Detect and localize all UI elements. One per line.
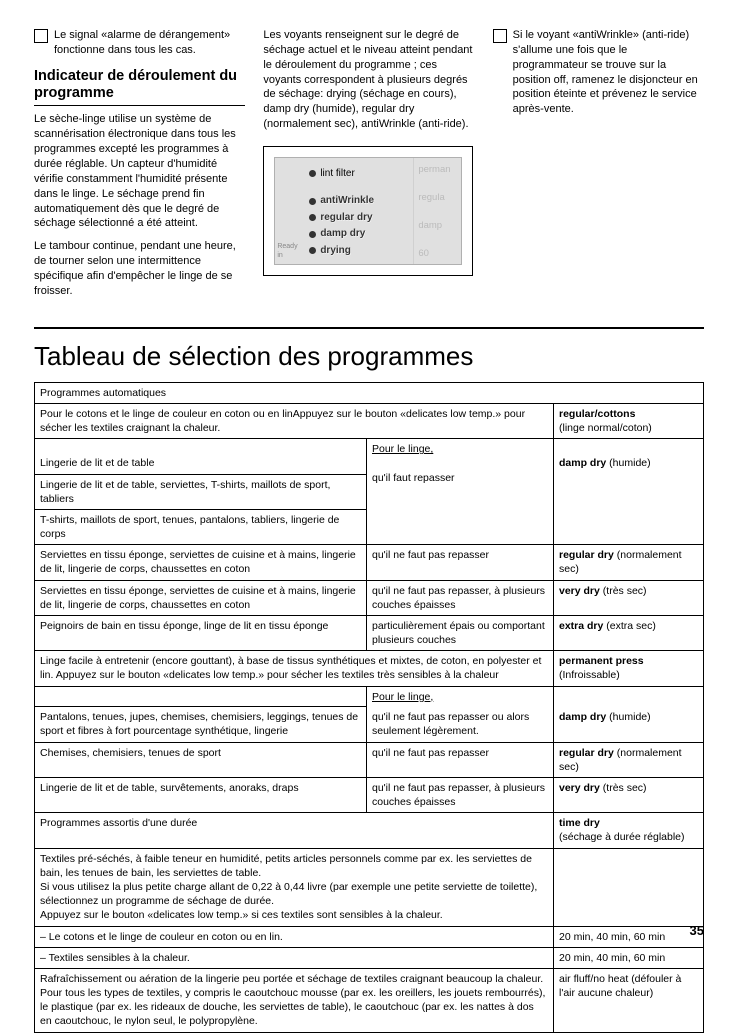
r2c2: Pour le linge,qu'il faut repasser (367, 439, 554, 545)
r2c3: damp dry (humide) (554, 439, 704, 545)
heading-indicator: Indicateur de déroulement du programme (34, 68, 245, 107)
t5c1: – Textiles sensibles à la chaleur. (35, 947, 554, 968)
para-1: Le sèche-linge utilise un système de sca… (34, 112, 245, 231)
t6c3: air fluff/no heat (défouler à l'air aucu… (554, 968, 704, 1032)
auto-header: Programmes automatiques (35, 382, 704, 403)
r8c1: Linge facile à entretenir (encore goutta… (35, 651, 554, 686)
para-voyants: Les voyants renseignent sur le degré de … (263, 28, 474, 132)
t4c1: – Le cotons et le linge de couleur en co… (35, 926, 554, 947)
r10c2: qu'il ne faut pas repasser ou alors seul… (367, 707, 554, 742)
r5c3: regular dry (normalement sec) (554, 545, 704, 580)
right-perman: perman (418, 164, 461, 177)
program-table: Programmes automatiques Pour le cotons e… (34, 382, 704, 1033)
r8c3: permanent press(Infroissable) (554, 651, 704, 686)
display-right-col: perman regula damp 60 (413, 158, 461, 265)
section-title: Tableau de sélection des programmes (34, 339, 704, 374)
status-regular: regular dry (320, 211, 372, 225)
status-drying: drying (320, 244, 351, 258)
t1-3: Textiles pré-séchés, à faible teneur en … (35, 848, 554, 926)
dot-icon (309, 170, 316, 177)
r11c1: Chemises, chemisiers, tenues de sport (35, 742, 367, 777)
r4c1: T-shirts, maillots de sport, tenues, pan… (35, 509, 367, 544)
note-2: Si le voyant «antiWrinkle» (anti-ride) s… (493, 28, 704, 117)
row-cottons-prog: regular/cottons(linge normal/coton) (554, 403, 704, 438)
r9c2: Pour le linge, (367, 686, 554, 707)
right-60: 60 (418, 248, 461, 261)
note-1-text: Le signal «alarme de dérangement» foncti… (54, 28, 245, 58)
r11c2: qu'il ne faut pas repasser (367, 742, 554, 777)
t6c1: Rafraîchissement ou aération de la linge… (35, 968, 554, 1032)
status-damp: damp dry (320, 227, 365, 241)
r9c1 (35, 686, 367, 707)
status-lint: lint filter (320, 167, 354, 181)
top-columns: Le signal «alarme de dérangement» foncti… (34, 28, 704, 307)
right-regula: regula (418, 192, 461, 205)
timed-right: time dry(séchage à durée réglable) (554, 813, 704, 848)
r6c1: Serviettes en tissu éponge, serviettes d… (35, 580, 367, 615)
r12c1: Lingerie de lit et de table, survêtement… (35, 777, 367, 812)
note-1: Le signal «alarme de dérangement» foncti… (34, 28, 245, 58)
row-cottons-desc: Pour le cotons et le linge de couleur en… (35, 403, 554, 438)
r7c2: particulièrement épais ou comportant plu… (367, 615, 554, 650)
t4c3: 20 min, 40 min, 60 min (554, 926, 704, 947)
dot-icon (309, 247, 316, 254)
t5c3: 20 min, 40 min, 60 min (554, 947, 704, 968)
r7c1: Peignoirs de bain en tissu éponge, linge… (35, 615, 367, 650)
dot-icon (309, 231, 316, 238)
right-damp: damp (418, 220, 461, 233)
dot-icon (309, 198, 316, 205)
divider (34, 327, 704, 329)
para-2: Le tambour continue, pendant une heure, … (34, 239, 245, 298)
r6c3: very dry (très sec) (554, 580, 704, 615)
page-number: 35 (690, 922, 704, 940)
dryer-display: Ready in lint filter antiWrinkle regular… (263, 146, 473, 277)
status-antiwrinkle: antiWrinkle (320, 194, 374, 208)
r11c3: regular dry (normalement sec) (554, 742, 704, 777)
column-2: Les voyants renseignent sur le degré de … (263, 28, 474, 307)
r10c1: Pantalons, tenues, jupes, chemises, chem… (35, 707, 367, 742)
checkbox-icon (493, 29, 507, 43)
r12c3: very dry (très sec) (554, 777, 704, 812)
r9c3 (554, 686, 704, 707)
r3c1: Lingerie de lit et de table, serviettes,… (35, 474, 367, 509)
r2c1: Lingerie de lit et de table (35, 439, 367, 474)
r6c2: qu'il ne faut pas repasser, à plusieurs … (367, 580, 554, 615)
display-ready: Ready in (275, 158, 305, 265)
checkbox-icon (34, 29, 48, 43)
column-1: Le signal «alarme de dérangement» foncti… (34, 28, 245, 307)
display-status-list: lint filter antiWrinkle regular dry damp… (305, 158, 413, 265)
r12c2: qu'il ne faut pas repasser, à plusieurs … (367, 777, 554, 812)
timed-header: Programmes assortis d'une durée (35, 813, 554, 848)
dot-icon (309, 214, 316, 221)
column-3: Si le voyant «antiWrinkle» (anti-ride) s… (493, 28, 704, 307)
r10c3: damp dry (humide) (554, 707, 704, 742)
r5c2: qu'il ne faut pas repasser (367, 545, 554, 580)
r7c3: extra dry (extra sec) (554, 615, 704, 650)
note-2-text: Si le voyant «antiWrinkle» (anti-ride) s… (513, 28, 704, 117)
r5c1: Serviettes en tissu éponge, serviettes d… (35, 545, 367, 580)
